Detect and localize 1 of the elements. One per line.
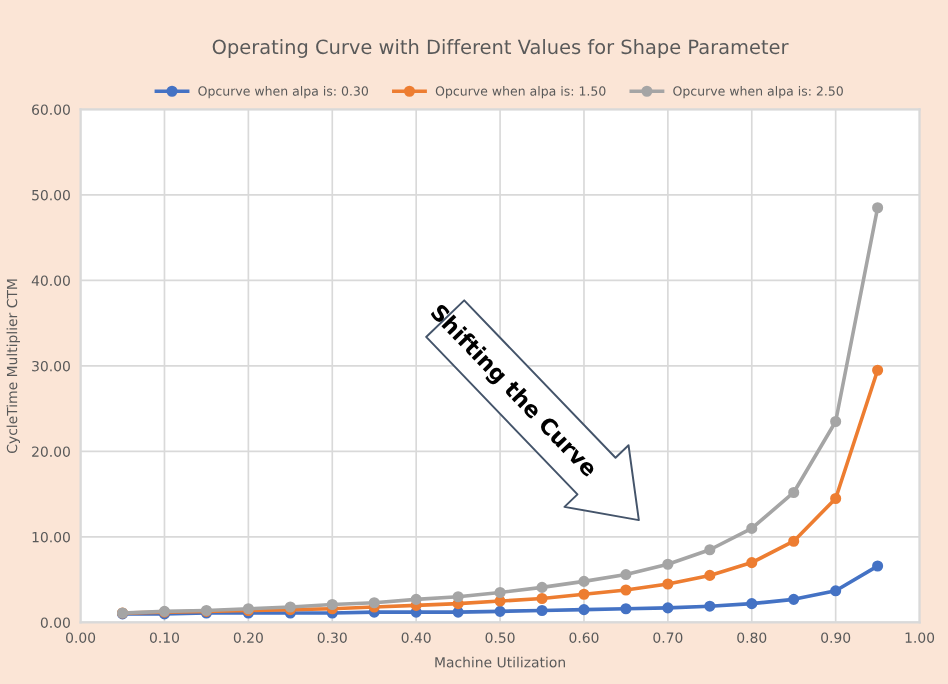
chart-title: Operating Curve with Different Values for Shape Parameter (212, 39, 789, 58)
